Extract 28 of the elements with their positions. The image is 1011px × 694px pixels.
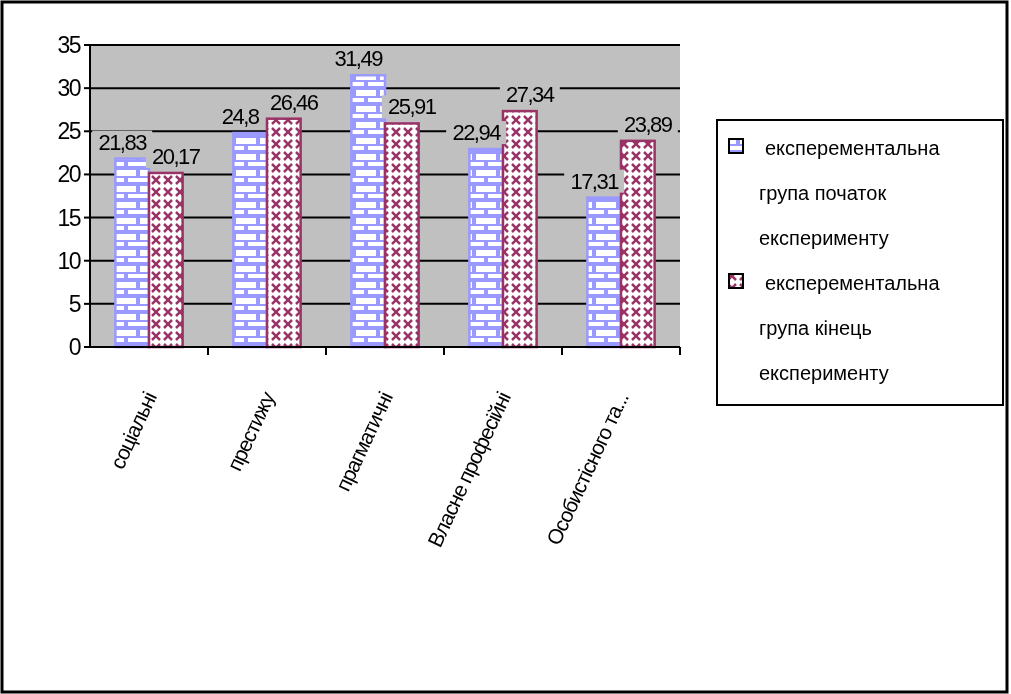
data-label: 17,31: [570, 168, 620, 194]
bar: [586, 196, 623, 349]
bar: [350, 74, 387, 349]
data-label: 24,8: [221, 104, 260, 130]
data-label: 25,91: [388, 94, 437, 120]
bar: [383, 122, 420, 349]
y-tick-label: 0: [68, 334, 81, 361]
y-tick-label: 35: [57, 32, 81, 59]
y-tick-label: 15: [57, 204, 81, 231]
data-label: 27,34: [506, 82, 555, 108]
bar: [147, 171, 184, 349]
bar: [619, 139, 656, 349]
bar: [114, 157, 151, 349]
y-tick-label: 20: [57, 161, 81, 188]
data-label: 26,46: [270, 89, 319, 115]
y-tick-label: 5: [68, 290, 81, 317]
data-label: 23,89: [624, 111, 673, 137]
bar: [232, 131, 269, 349]
y-tick-label: 10: [57, 247, 81, 274]
data-label: 31,49: [334, 46, 384, 72]
y-tick-label: 30: [57, 75, 81, 102]
data-label: 22,94: [452, 120, 502, 146]
legend-label: експерементальна група кінець експерименту: [759, 272, 941, 384]
bar: [265, 117, 302, 349]
data-label: 20,17: [152, 143, 201, 169]
data-label: 21,83: [98, 129, 148, 155]
y-tick-label: 25: [57, 118, 81, 145]
bar: [501, 109, 538, 349]
